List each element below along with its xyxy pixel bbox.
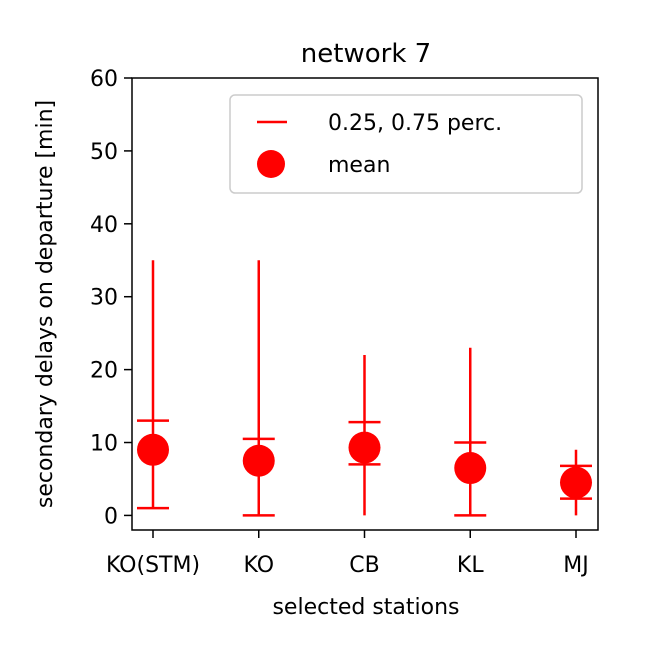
x-axis-label: selected stations [272,595,459,620]
y-tick-label-2: 20 [90,359,118,384]
legend-box [229,94,583,194]
y-axis-label: secondary delays on departure [min] [33,100,58,508]
chart-title: network 7 [301,39,431,69]
y-tick-label-5: 50 [90,140,118,165]
legend-mean-label: mean [328,153,390,178]
legend: 0.25, 0.75 perc. mean [229,94,583,194]
x-tick-label-3: KL [457,553,484,578]
x-tick-label-2: CB [349,553,379,578]
mean-point-4 [560,466,592,499]
mean-point-0 [137,433,169,466]
data-layer [137,260,592,517]
y-tick-label-3: 30 [90,286,118,311]
legend-mean-swatch [257,150,285,178]
mean-point-1 [242,444,275,477]
legend-perc-label: 0.25, 0.75 perc. [328,111,502,136]
x-axis: KO(STM) KO CB KL MJ [106,530,589,578]
mean-point-2 [348,431,381,464]
y-tick-label-4: 40 [90,213,118,238]
x-tick-label-1: KO [243,553,274,578]
y-tick-label-0: 0 [104,504,118,529]
y-tick-label-6: 60 [90,67,118,92]
y-axis: 0 10 20 30 40 50 60 [90,67,132,529]
y-tick-label-1: 10 [90,432,118,457]
mean-point-3 [454,452,487,485]
x-tick-label-4: MJ [563,553,588,578]
x-tick-label-0: KO(STM) [106,553,200,578]
